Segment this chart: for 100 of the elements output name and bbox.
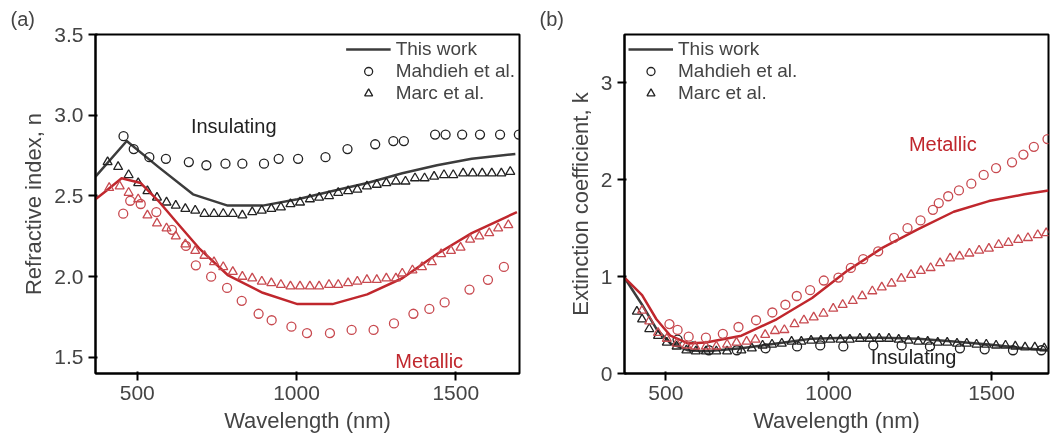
- point: [837, 298, 848, 308]
- point: [943, 191, 954, 202]
- point: [445, 244, 457, 255]
- x-tick-label: 500: [119, 380, 155, 404]
- point: [313, 280, 325, 290]
- point: [151, 217, 163, 227]
- point: [342, 277, 354, 287]
- annotation: Insulating: [870, 346, 957, 369]
- point: [766, 338, 778, 348]
- point: [133, 177, 144, 187]
- point: [847, 295, 858, 305]
- point: [388, 318, 400, 329]
- point: [304, 193, 316, 203]
- point: [313, 191, 325, 201]
- point: [493, 222, 504, 232]
- point: [370, 139, 381, 150]
- point: [142, 209, 153, 219]
- y-tick-label: 2.5: [54, 183, 84, 207]
- point: [905, 268, 917, 278]
- point: [954, 250, 965, 260]
- point: [388, 135, 399, 147]
- x-tick-label: 1000: [273, 380, 320, 404]
- point: [835, 333, 846, 343]
- annotation: Insulating: [190, 114, 277, 137]
- point: [333, 186, 344, 196]
- point: [390, 175, 402, 185]
- point: [128, 143, 139, 155]
- point: [428, 170, 440, 180]
- point: [874, 332, 885, 342]
- point: [913, 335, 924, 345]
- point: [845, 262, 856, 274]
- point: [786, 335, 797, 345]
- point: [304, 280, 316, 290]
- point: [275, 201, 287, 211]
- point: [791, 341, 803, 352]
- point: [858, 254, 869, 265]
- point: [474, 230, 485, 240]
- point: [854, 332, 866, 342]
- point: [464, 233, 476, 243]
- point: [711, 340, 722, 350]
- point: [915, 264, 926, 275]
- point: [867, 285, 878, 295]
- point: [285, 198, 296, 208]
- chart-title: (b): [539, 7, 564, 30]
- legend-label: This work: [678, 38, 760, 60]
- point: [979, 344, 990, 355]
- point: [780, 299, 791, 310]
- point: [416, 261, 428, 271]
- point: [661, 336, 672, 346]
- point: [227, 207, 238, 217]
- point: [498, 261, 510, 273]
- point: [419, 172, 430, 182]
- point: [700, 340, 712, 350]
- point: [352, 275, 363, 285]
- point: [1039, 342, 1049, 352]
- point: [368, 324, 379, 336]
- point: [118, 208, 129, 219]
- point: [320, 152, 331, 163]
- point: [1006, 157, 1018, 168]
- point: [464, 284, 475, 295]
- point: [112, 161, 124, 171]
- point: [953, 185, 965, 196]
- point: [180, 240, 192, 252]
- point: [690, 345, 701, 355]
- point: [721, 338, 733, 348]
- point: [883, 332, 895, 342]
- point: [123, 186, 134, 196]
- point: [494, 129, 506, 140]
- point: [1028, 141, 1039, 152]
- point: [631, 305, 643, 315]
- point: [482, 274, 494, 286]
- point: [135, 198, 146, 210]
- point: [221, 282, 233, 294]
- point: [804, 285, 816, 296]
- point: [983, 242, 995, 252]
- point: [750, 333, 761, 343]
- point: [886, 277, 897, 287]
- point: [381, 272, 392, 282]
- point: [636, 304, 648, 314]
- point: [681, 344, 692, 354]
- point: [990, 339, 1002, 349]
- point: [218, 261, 229, 271]
- point: [440, 129, 451, 140]
- point: [791, 290, 802, 302]
- annotation: Metallic: [395, 350, 464, 373]
- point: [902, 223, 913, 234]
- point: [286, 321, 297, 332]
- point: [199, 207, 210, 217]
- point: [408, 308, 419, 319]
- point: [236, 295, 247, 306]
- point: [133, 193, 144, 203]
- legend-label: Mahdieh et al.: [678, 60, 798, 82]
- point: [1007, 345, 1019, 356]
- point: [114, 180, 125, 190]
- point: [844, 333, 855, 343]
- point: [961, 337, 972, 347]
- point: [922, 335, 933, 345]
- point: [237, 158, 248, 169]
- point: [190, 244, 201, 255]
- point: [477, 167, 488, 177]
